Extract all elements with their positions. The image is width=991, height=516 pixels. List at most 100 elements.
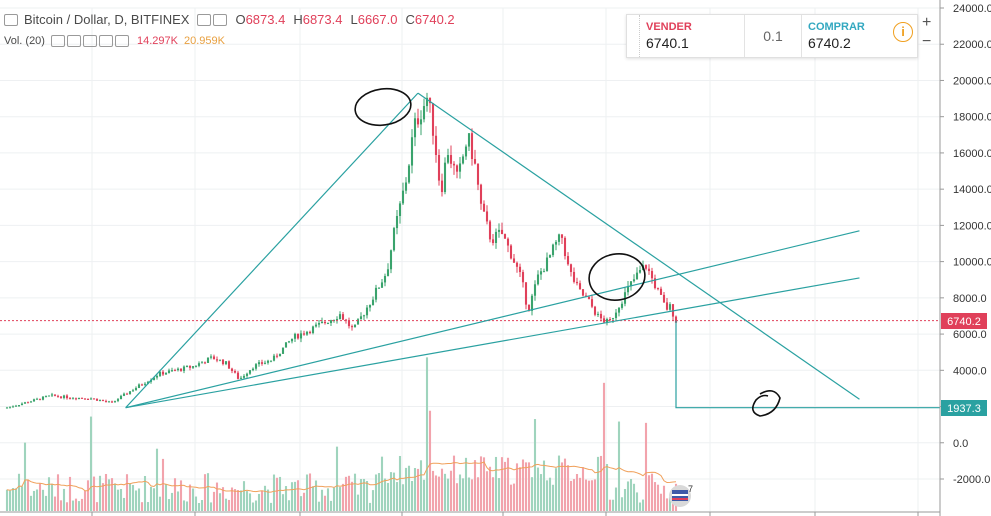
candle-body: [545, 257, 549, 272]
candle-body: [29, 401, 33, 403]
volume-bar: [410, 480, 414, 511]
volume-add-icon[interactable]: [98, 35, 113, 47]
volume-bar: [218, 493, 222, 511]
volume-bar: [593, 479, 597, 511]
collapse-legend-icon[interactable]: [4, 13, 18, 26]
candle-body: [428, 97, 432, 104]
volume-bar: [365, 481, 369, 511]
volume-bar: [257, 493, 261, 511]
candle-body: [302, 333, 306, 335]
volume-bar: [494, 456, 498, 511]
trendline[interactable]: [125, 277, 860, 409]
candle-body: [431, 103, 435, 136]
volume-bar: [581, 467, 585, 511]
volume-bar: [167, 499, 171, 511]
volume-bar: [32, 490, 36, 511]
zoom-in-button[interactable]: +: [922, 14, 932, 31]
sell-button[interactable]: VENDER 6740.1: [640, 15, 744, 57]
candle-body: [92, 398, 96, 400]
volume-bar: [266, 489, 270, 511]
candle-body: [317, 323, 321, 325]
candle-body: [611, 318, 615, 320]
candle-body: [515, 262, 519, 267]
peak-circle: [354, 87, 412, 127]
eye-icon[interactable]: [197, 13, 212, 26]
volume-bar: [548, 477, 552, 511]
candle-body: [80, 397, 84, 399]
trendline[interactable]: [417, 92, 860, 400]
volume-bar: [203, 474, 207, 511]
hand-drawn-circles[interactable]: [353, 85, 781, 417]
volume-bars: [5, 357, 678, 511]
volume-bar: [62, 488, 66, 511]
trendline[interactable]: [125, 92, 419, 409]
candle-body: [116, 399, 120, 401]
price-axis[interactable]: [0, 0, 941, 516]
candle-body: [128, 391, 132, 395]
buy-label: COMPRAR: [808, 21, 865, 33]
time-axis-ticks: [91, 512, 919, 516]
volume-bar: [68, 476, 72, 511]
volume-bar: [368, 502, 372, 511]
candle-body: [635, 272, 639, 280]
candle-body: [47, 395, 51, 397]
volume-bar: [446, 478, 450, 511]
volume-bar: [314, 480, 318, 511]
candle-body: [446, 155, 450, 163]
zoom-out-button[interactable]: −: [922, 33, 932, 50]
candle-body: [236, 372, 240, 379]
info-icon[interactable]: i: [893, 22, 913, 42]
candle-body: [392, 228, 396, 251]
volume-settings-icon[interactable]: [82, 35, 97, 47]
volume-remove-icon[interactable]: [114, 35, 129, 47]
quantity-field[interactable]: 0.1: [744, 15, 802, 57]
candle-body: [401, 190, 405, 204]
candle-body: [254, 364, 258, 369]
flag-icon[interactable]: 7: [669, 484, 693, 507]
candle-body: [473, 159, 477, 164]
buy-button[interactable]: COMPRAR 6740.2: [802, 15, 904, 57]
candle-body: [53, 394, 57, 396]
volume-bar: [479, 456, 483, 511]
candle-body: [218, 359, 222, 361]
projection-line[interactable]: [675, 320, 940, 409]
trendlines[interactable]: [125, 92, 860, 409]
volume-bar: [131, 485, 135, 511]
volume-bar: [206, 473, 210, 511]
settings-icon[interactable]: [213, 13, 228, 26]
volume-bar: [191, 488, 195, 511]
panel-drag-handle[interactable]: [627, 15, 640, 57]
candle-body: [188, 366, 192, 368]
candle-body: [5, 407, 9, 409]
candle-body: [152, 377, 156, 380]
trendline[interactable]: [125, 230, 860, 409]
candle-body: [239, 377, 243, 379]
candle-body: [95, 398, 99, 401]
candle-body: [176, 368, 180, 371]
candle-body: [233, 371, 237, 373]
candle-body: [587, 296, 591, 300]
volume-eye-icon[interactable]: [66, 35, 81, 47]
y-tick-label: 6000.0: [953, 329, 987, 341]
candle-body: [221, 359, 225, 365]
volume-bar: [572, 479, 576, 511]
candle-body: [50, 394, 54, 396]
volume-dropdown-icon[interactable]: [50, 35, 65, 47]
volume-bar: [404, 467, 408, 511]
volume-ma-line: [6, 461, 677, 493]
volume-bar: [668, 497, 672, 511]
candle-body: [266, 360, 270, 363]
volume-bar: [461, 478, 465, 511]
candle-body: [137, 384, 141, 388]
candle-body: [191, 366, 195, 368]
volume-bar: [317, 501, 321, 511]
high-value: 6873.4: [302, 12, 343, 27]
candle-body: [404, 182, 408, 191]
candle-body: [179, 368, 183, 371]
volume-bar: [545, 480, 549, 511]
candle-body: [458, 163, 462, 172]
buy-price: 6740.2: [808, 35, 851, 51]
volume-bar: [104, 473, 108, 511]
candle-body: [434, 135, 438, 156]
